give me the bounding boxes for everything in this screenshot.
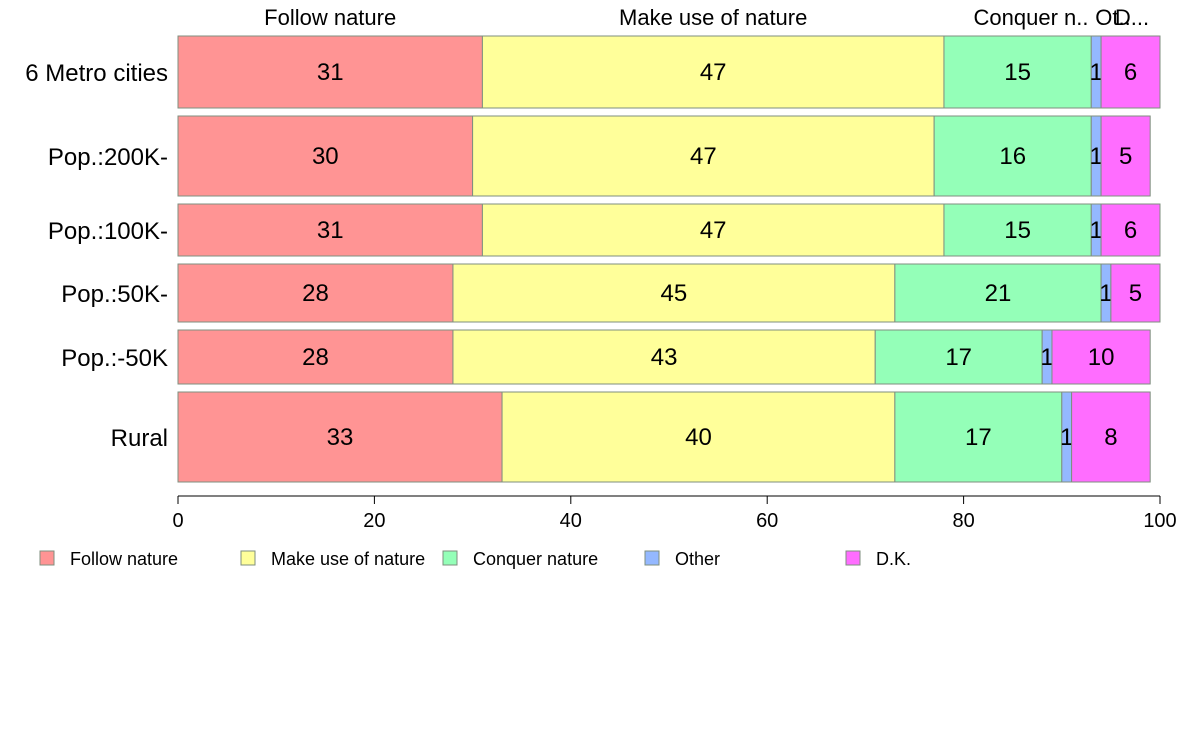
bar-conquer-nature-pop-200k xyxy=(933,115,1092,197)
data-label: 15 xyxy=(1004,217,1031,244)
category-labels: 6 Metro cities Pop.:200K- Pop.:100K- Pop.:5… xyxy=(25,60,168,452)
bar-d-k-pop-50k xyxy=(1051,329,1151,385)
data-label: 15 xyxy=(1004,59,1031,86)
bar-follow-nature-pop-50k xyxy=(177,329,454,385)
bar-d-k-pop-100k xyxy=(1100,203,1161,257)
legend-item-conquer-nature: Conquer nature xyxy=(442,549,598,569)
bar-follow-nature-6-metro-cities xyxy=(177,35,483,109)
bar-d-k-rural xyxy=(1071,391,1151,483)
bar-make-use-of-nature-pop-50k xyxy=(452,329,876,385)
bar-make-use-of-nature-pop-100k xyxy=(481,203,945,257)
legend-label: D.K. xyxy=(876,549,911,569)
category-label: Pop.:50K- xyxy=(61,281,168,308)
data-label: 1 xyxy=(1060,424,1073,451)
data-label: 16 xyxy=(999,143,1026,170)
legend-swatch xyxy=(442,550,458,566)
data-label: 33 xyxy=(327,424,354,451)
legend-label: Follow nature xyxy=(70,549,178,569)
category-label: Pop.:-50K xyxy=(61,345,168,372)
x-tick-label: 40 xyxy=(560,510,582,532)
legend-label: Conquer nature xyxy=(473,549,598,569)
x-tick-label: 60 xyxy=(756,510,778,532)
bar-conquer-nature-pop-50k xyxy=(874,329,1043,385)
data-label: 45 xyxy=(661,280,688,307)
bar-row-pop-50k: 28 43 17 1 10 xyxy=(177,329,1151,385)
bar-d-k-6-metro-cities xyxy=(1100,35,1161,109)
data-label: 31 xyxy=(317,217,344,244)
data-label: 43 xyxy=(651,344,678,371)
bar-row-pop-200k: 30 47 16 1 5 xyxy=(177,115,1151,197)
data-label: 1 xyxy=(1089,143,1102,170)
data-label: 17 xyxy=(965,424,992,451)
bar-row-pop-50k: 28 45 21 1 5 xyxy=(177,263,1161,323)
bar-conquer-nature-pop-100k xyxy=(943,203,1092,257)
bar-row-pop-100k: 31 47 15 1 6 xyxy=(177,203,1161,257)
series-header-label: Ot.. xyxy=(1095,5,1130,30)
bar-conquer-nature-rural xyxy=(894,391,1063,483)
data-label: 28 xyxy=(302,344,329,371)
data-label: 1 xyxy=(1040,344,1053,371)
legend-item-make-use-of-nature: Make use of nature xyxy=(240,549,425,569)
bar-conquer-nature-6-metro-cities xyxy=(943,35,1092,109)
data-label: 10 xyxy=(1088,344,1115,371)
series-header-label: D... xyxy=(1115,5,1149,30)
legend-label: Make use of nature xyxy=(271,549,425,569)
bar-make-use-of-nature-pop-200k xyxy=(472,115,935,197)
legend-label: Other xyxy=(675,549,720,569)
bar-make-use-of-nature-rural xyxy=(501,391,896,483)
bar-rows: 31 47 15 1 630 47 16 1 531 47 15 1 628 45 21 1 528 43 17 1 1… xyxy=(177,35,1161,483)
legend-swatch xyxy=(39,550,55,566)
series-header-label: Make use of nature xyxy=(619,5,807,30)
bar-follow-nature-pop-100k xyxy=(177,203,483,257)
bar-d-k-pop-200k xyxy=(1100,115,1151,197)
data-label: 5 xyxy=(1119,143,1132,170)
bar-row-6-metro-cities: 31 47 15 1 6 xyxy=(177,35,1161,109)
data-label: 21 xyxy=(985,280,1012,307)
legend: Follow nature Make use of nature Conquer n… xyxy=(39,549,911,569)
data-label: 40 xyxy=(685,424,712,451)
legend-item-d-k: D.K. xyxy=(845,549,911,569)
data-label: 30 xyxy=(312,143,339,170)
x-tick-label: 20 xyxy=(363,510,385,532)
x-tick-label: 0 xyxy=(172,510,183,532)
bar-row-rural: 33 40 17 1 8 xyxy=(177,391,1151,483)
bar-follow-nature-rural xyxy=(177,391,503,483)
data-label: 47 xyxy=(690,143,717,170)
legend-swatch xyxy=(845,550,861,566)
legend-swatch xyxy=(644,550,660,566)
x-tick-label: 100 xyxy=(1143,510,1176,532)
category-label: Rural xyxy=(111,425,168,452)
bar-follow-nature-pop-50k xyxy=(177,263,454,323)
bar-follow-nature-pop-200k xyxy=(177,115,474,197)
series-header-label: Follow nature xyxy=(264,5,396,30)
data-label: 28 xyxy=(302,280,329,307)
bar-make-use-of-nature-pop-50k xyxy=(452,263,896,323)
category-label: Pop.:100K- xyxy=(48,218,168,245)
x-tick-label: 80 xyxy=(952,510,974,532)
legend-swatch xyxy=(240,550,256,566)
legend-item-follow-nature: Follow nature xyxy=(39,549,178,569)
data-label: 47 xyxy=(700,217,727,244)
series-header-labels: Follow nature Make use of nature Conquer n… xyxy=(264,5,1149,30)
category-label: Pop.:200K- xyxy=(48,144,168,171)
data-label: 47 xyxy=(700,59,727,86)
series-header-label: Conquer n.. xyxy=(974,5,1089,30)
x-axis: 0 20 40 60 80 100 xyxy=(172,495,1177,532)
data-label: 31 xyxy=(317,59,344,86)
data-label: 6 xyxy=(1124,59,1137,86)
bar-make-use-of-nature-6-metro-cities xyxy=(481,35,945,109)
bar-conquer-nature-pop-50k xyxy=(894,263,1102,323)
data-label: 1 xyxy=(1089,217,1102,244)
data-label: 1 xyxy=(1089,59,1102,86)
data-label: 6 xyxy=(1124,217,1137,244)
category-label: 6 Metro cities xyxy=(25,60,168,87)
legend-item-other: Other xyxy=(644,549,720,569)
data-label: 17 xyxy=(945,344,972,371)
data-label: 5 xyxy=(1129,280,1142,307)
bar-d-k-pop-50k xyxy=(1110,263,1161,323)
data-label: 1 xyxy=(1099,280,1112,307)
data-label: 8 xyxy=(1104,424,1117,451)
